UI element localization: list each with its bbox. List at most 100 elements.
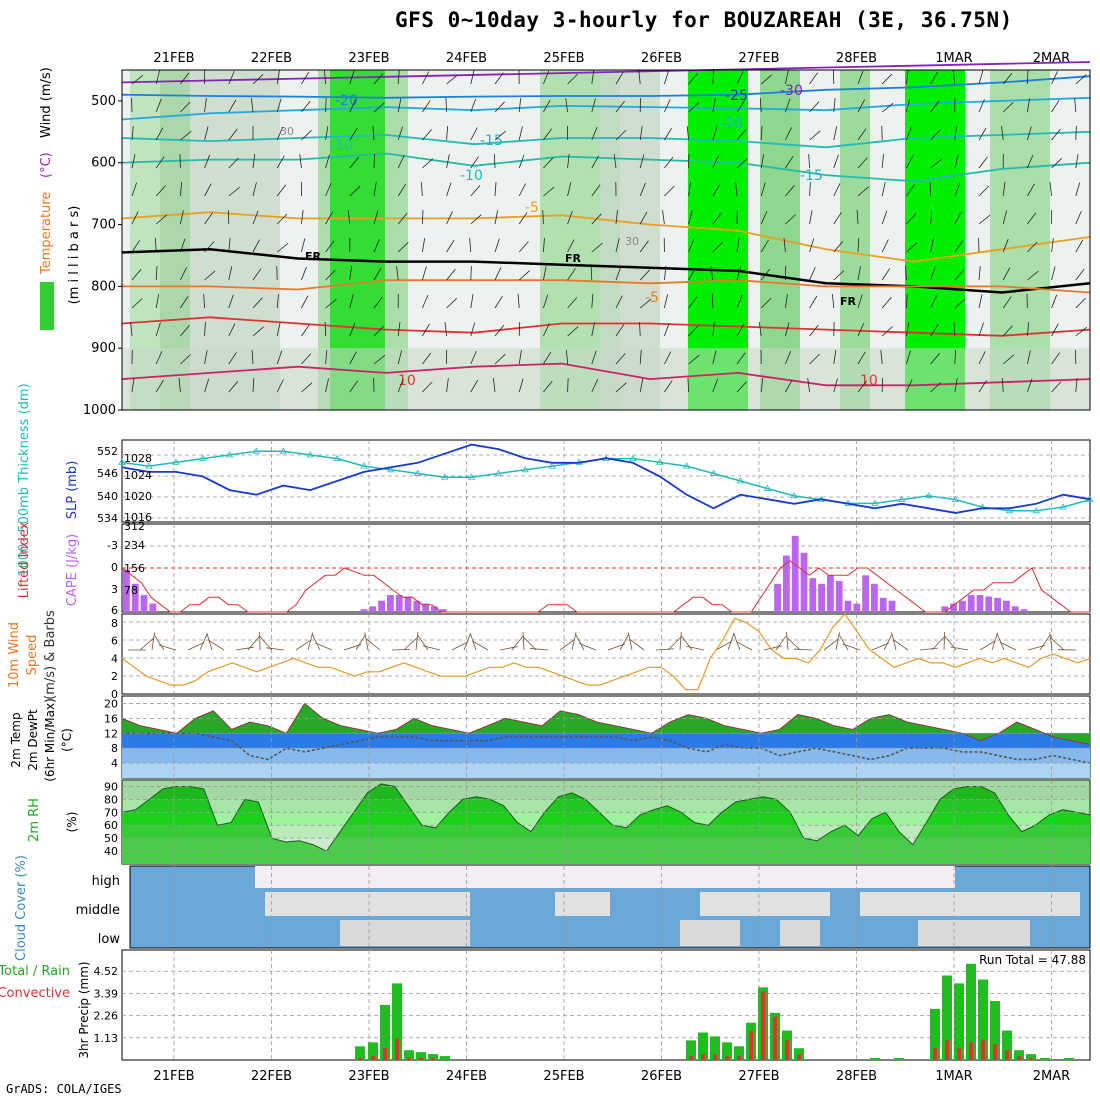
precip-bar [990, 1001, 1000, 1060]
wind-axis-label: 10m Wind [7, 622, 22, 688]
wind-barb [301, 382, 313, 393]
rh-axis-label: 2m RH [27, 798, 42, 842]
li-series-line [121, 560, 1090, 613]
wind-barb [1002, 102, 1014, 113]
wind-barb [591, 98, 596, 113]
wind-barb [978, 185, 990, 197]
slp-tick-label: 1024 [124, 469, 152, 482]
wind-barb [857, 294, 863, 309]
convective-bar [431, 1058, 435, 1060]
wind-barb [276, 294, 279, 309]
wind-barb [688, 325, 699, 337]
cape-bar [800, 552, 808, 612]
wind-barb [575, 633, 585, 651]
wind-barb [470, 70, 475, 85]
wind-barb [301, 71, 310, 85]
wind-barb [1050, 637, 1065, 651]
wind-barb [881, 102, 894, 113]
wind-barb [712, 241, 724, 253]
wind-barb [857, 186, 869, 197]
cape-bar [395, 595, 403, 612]
wind-barb [299, 154, 302, 169]
wind-barb [615, 210, 618, 225]
pressure-tick-label: 700 [91, 218, 116, 233]
wind-barb [881, 73, 893, 85]
wind-barb [736, 352, 746, 365]
isotherm-line [121, 130, 1091, 149]
wind-barb [417, 635, 429, 651]
wind-barb [954, 298, 966, 309]
wind-barb [518, 270, 530, 281]
wind-barb [579, 643, 597, 651]
wind-barb [276, 322, 281, 337]
wind-barb [252, 74, 264, 85]
wind-barb [259, 636, 273, 651]
isotherm-label: -30 [780, 83, 803, 99]
bottom-date-label: 25FEB [543, 1069, 584, 1084]
wind-barb [397, 212, 408, 225]
wind-barb [301, 100, 311, 113]
wind-barb [615, 266, 622, 281]
precip-bar [1064, 1058, 1074, 1060]
wind-barb [373, 182, 377, 197]
isotherm-label: 10 [860, 373, 878, 389]
wind-barb [204, 98, 207, 113]
wind-barb [1027, 183, 1035, 197]
wind-speed-line [121, 613, 1091, 691]
convective-bar [1005, 1050, 1009, 1060]
isotherm-line [121, 96, 1091, 121]
convective-bar [785, 1040, 789, 1060]
wind-barb [180, 130, 192, 141]
wind-barb [325, 211, 333, 225]
precip-bar [722, 1042, 732, 1060]
wind-barb [542, 209, 544, 225]
wind-barb [494, 324, 505, 337]
wind-barb [785, 379, 793, 393]
slp-series-line [121, 443, 1091, 514]
wind-barb [180, 354, 191, 365]
wind-barb [954, 154, 959, 169]
wind-barb [833, 98, 836, 113]
wind-barb [422, 158, 434, 169]
wind-barb [760, 154, 765, 169]
wind-barb [1051, 238, 1054, 253]
wind-barb [397, 242, 409, 253]
wind-barb [178, 378, 181, 393]
bottom-date-label: 24FEB [446, 1069, 487, 1084]
wind-barb [155, 351, 163, 365]
wind-barb [252, 239, 260, 253]
wind-barb [422, 266, 427, 281]
thickness-point [252, 447, 261, 454]
rh-tick-label: 50 [104, 832, 118, 845]
wind-barb [252, 326, 264, 337]
wind-barb [906, 213, 917, 225]
wind-barb [881, 297, 892, 309]
thickness-point [709, 469, 718, 476]
wind-barb [228, 381, 239, 393]
precip-tick-label: 3.39 [94, 987, 119, 1000]
wind-barb [906, 184, 915, 197]
wind-barb [931, 636, 945, 651]
precip-bar [710, 1036, 720, 1060]
wind-barb [451, 641, 469, 651]
wind-barb [349, 70, 355, 85]
wind-barb [565, 98, 568, 113]
precip-bar [978, 979, 988, 1060]
precip-bar [440, 1056, 450, 1060]
slp-tick-label: 1020 [124, 490, 152, 503]
wind-axis-label: (m/s) & Barbs [43, 610, 58, 700]
bottom-date-label: 23FEB [348, 1069, 389, 1084]
wind-barb [522, 632, 525, 651]
upper-air-ylabel: Temperature [39, 192, 54, 275]
wind-barb [590, 265, 593, 281]
wind-barb [204, 321, 206, 337]
wind-barb [470, 294, 474, 309]
wind-barb [180, 267, 187, 281]
wind-barb [785, 214, 796, 225]
wind-barb [463, 633, 472, 651]
rh-tick-label: 90 [104, 780, 118, 793]
wind-barb [833, 154, 839, 169]
cape-bar [149, 603, 157, 612]
wind-barb [155, 185, 166, 197]
precip-bar [1014, 1050, 1024, 1060]
